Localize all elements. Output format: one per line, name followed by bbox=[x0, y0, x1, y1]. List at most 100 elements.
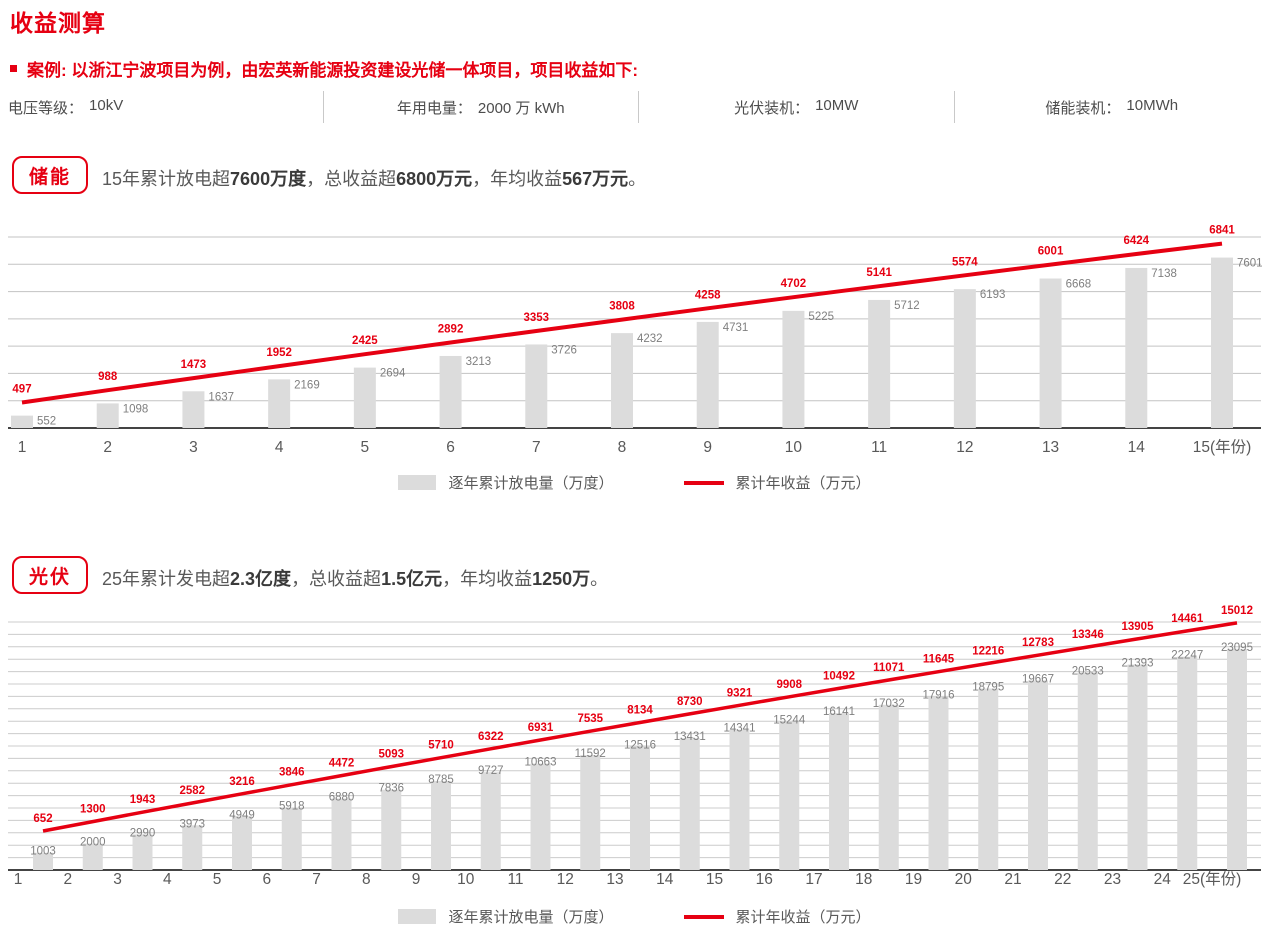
legend-label: 逐年累计放电量（万度） bbox=[448, 475, 614, 492]
bar-value-label: 3726 bbox=[551, 344, 577, 356]
info-pv-capacity: 光伏装机： 10MW bbox=[639, 97, 954, 118]
legend-entry-bars: 逐年累计放电量（万度） bbox=[398, 472, 614, 493]
line-value-label: 6322 bbox=[478, 731, 504, 743]
x-axis-label: 18 bbox=[855, 871, 872, 888]
headline-highlight: 1.5亿元 bbox=[381, 569, 443, 589]
x-axis-label: 12 bbox=[557, 871, 574, 888]
bar-value-label: 4949 bbox=[229, 809, 255, 821]
bar-value-label: 6193 bbox=[980, 289, 1006, 301]
bar-value-label: 22247 bbox=[1171, 650, 1203, 662]
legend-entry-line: 累计年收益（万元） bbox=[683, 472, 871, 493]
x-axis-label: 3 bbox=[113, 871, 122, 888]
legend-label: 逐年累计放电量（万度） bbox=[448, 909, 614, 926]
x-axis-label: 24 bbox=[1154, 871, 1172, 888]
info-value: 10MWh bbox=[1126, 96, 1179, 114]
x-axis-label: 19 bbox=[905, 871, 922, 888]
line-swatch-icon bbox=[683, 914, 724, 919]
x-axis-label: 4 bbox=[163, 871, 172, 888]
x-axis-label: 12 bbox=[956, 439, 973, 456]
line-value-label: 5574 bbox=[952, 256, 978, 268]
pv-headline: 25年累计发电超2.3亿度，总收益超1.5亿元，年均收益1250万。 bbox=[102, 565, 608, 591]
line-value-label: 497 bbox=[12, 384, 31, 396]
revenue-line bbox=[42, 621, 1238, 833]
bar bbox=[679, 738, 700, 870]
line-value-label: 652 bbox=[33, 813, 52, 825]
line-value-label: 10492 bbox=[823, 670, 855, 682]
headline-highlight: 2.3亿度 bbox=[230, 569, 292, 589]
line-value-label: 11071 bbox=[873, 662, 905, 674]
case-text: 案例: 以浙江宁波项目为例，由宏英新能源投资建设光储一体项目，项目收益如下: bbox=[27, 61, 639, 80]
bar bbox=[96, 403, 119, 428]
line-value-label: 6424 bbox=[1123, 235, 1149, 247]
bar-value-label: 5225 bbox=[808, 311, 834, 323]
bar bbox=[353, 367, 376, 428]
bar bbox=[1177, 656, 1198, 870]
bar bbox=[1125, 267, 1148, 428]
line-value-label: 4472 bbox=[329, 758, 355, 770]
line-value-label: 9321 bbox=[727, 687, 753, 699]
bar bbox=[580, 755, 601, 870]
line-swatch-icon bbox=[683, 480, 724, 485]
x-axis-label: 16 bbox=[756, 871, 773, 888]
storage-chart: 5524971109898821637147332169195242694242… bbox=[8, 225, 1263, 456]
info-label: 储能装机： bbox=[1045, 99, 1121, 117]
storage-badge: 储能 bbox=[12, 156, 88, 194]
x-axis-label: 9 bbox=[703, 439, 712, 456]
line-value-label: 3808 bbox=[609, 301, 635, 313]
bar bbox=[182, 391, 205, 428]
bar-value-label: 11592 bbox=[575, 748, 606, 760]
bar bbox=[82, 843, 103, 870]
bar bbox=[530, 763, 551, 870]
line-value-label: 6001 bbox=[1038, 246, 1064, 258]
line-value-label: 1473 bbox=[181, 359, 207, 371]
x-axis-label: 10 bbox=[785, 439, 803, 456]
bar-value-label: 7601 bbox=[1237, 258, 1263, 270]
bar bbox=[33, 852, 53, 870]
headline-highlight: 6800万元 bbox=[396, 169, 473, 189]
bar bbox=[232, 816, 252, 870]
bar-swatch-icon bbox=[398, 475, 437, 490]
headline-text: ，年均收益 bbox=[442, 569, 533, 589]
line-value-label: 1300 bbox=[80, 804, 106, 816]
bar-value-label: 2694 bbox=[380, 368, 406, 380]
pv-chart-legend: 逐年累计放电量（万度） 累计年收益（万元） bbox=[0, 906, 1269, 927]
line-value-label: 5093 bbox=[378, 749, 404, 761]
line-value-label: 1943 bbox=[130, 794, 156, 806]
bar-value-label: 20533 bbox=[1072, 665, 1104, 677]
bar-value-label: 7836 bbox=[378, 783, 404, 795]
bar bbox=[868, 299, 891, 428]
x-axis-label: 22 bbox=[1054, 871, 1071, 888]
bar bbox=[525, 344, 548, 428]
bar-value-label: 23095 bbox=[1221, 642, 1253, 654]
divider bbox=[638, 91, 639, 123]
x-axis-label: 15(年份) bbox=[1193, 438, 1252, 456]
headline-text: ，总收益超 bbox=[306, 169, 397, 189]
line-value-label: 2892 bbox=[438, 324, 464, 336]
x-axis-label: 8 bbox=[362, 871, 371, 888]
line-value-label: 5710 bbox=[428, 740, 454, 752]
revenue-line bbox=[21, 241, 1223, 405]
bar bbox=[431, 780, 451, 870]
bar bbox=[978, 688, 999, 870]
project-info-bar: 电压等级： 10kV 年用电量： 2000 万 kWh 光伏装机： 10MW 储… bbox=[0, 88, 1269, 126]
bar-value-label: 17916 bbox=[923, 690, 955, 702]
bar-value-label: 4731 bbox=[723, 322, 749, 334]
line-value-label: 7535 bbox=[577, 713, 603, 725]
headline-text: ，总收益超 bbox=[291, 569, 382, 589]
bar bbox=[829, 713, 849, 870]
bar-value-label: 17032 bbox=[873, 698, 905, 710]
headline-text: 。 bbox=[628, 169, 647, 189]
x-axis-label: 9 bbox=[412, 871, 421, 888]
line-value-label: 6841 bbox=[1209, 225, 1235, 237]
bar bbox=[439, 355, 462, 428]
bullet-square-icon bbox=[10, 65, 17, 72]
x-axis-label: 14 bbox=[656, 871, 674, 888]
bar-value-label: 10663 bbox=[525, 757, 557, 769]
legend-label: 累计年收益（万元） bbox=[735, 475, 871, 492]
bar-value-label: 13431 bbox=[674, 731, 706, 743]
x-axis-label: 5 bbox=[213, 871, 222, 888]
info-value: 10kV bbox=[89, 96, 124, 114]
bar-value-label: 2169 bbox=[294, 379, 320, 391]
x-axis-label: 17 bbox=[805, 871, 822, 888]
